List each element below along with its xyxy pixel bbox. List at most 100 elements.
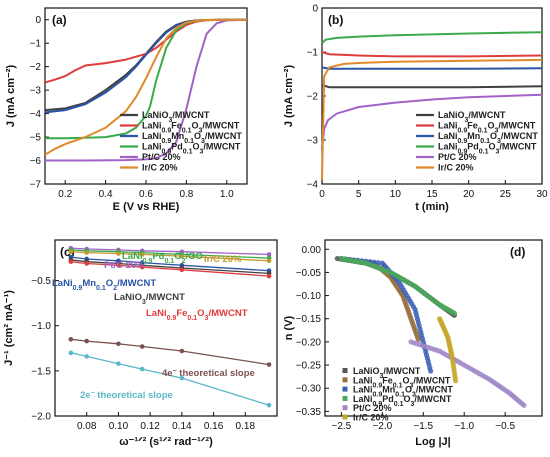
data-point	[375, 260, 381, 266]
y-tick-label: −1	[30, 39, 42, 50]
data-point	[428, 368, 434, 374]
legend-marker	[342, 405, 348, 411]
annotation-label: LaNi0.9Mn0.1O2/MWCNT	[52, 278, 156, 292]
plot-frame	[324, 239, 543, 417]
series-line-1	[44, 18, 247, 84]
legend-label: LaNi0.9Pd0.1O3/MWCNT	[353, 394, 452, 408]
legend-label: LaNiO3/MWCNT	[353, 366, 421, 380]
legend-label: LaNiO3/MWCNT	[438, 110, 506, 124]
y-tick-label: −7	[30, 180, 42, 191]
legend-label: LaNi0.9Mn0.1O3/MWCNT	[438, 131, 538, 145]
y-axis-label: J (mA cm⁻²)	[5, 65, 17, 128]
x-tick-label: −1.0	[454, 421, 474, 432]
series-line-0	[321, 84, 543, 89]
legend: LaNiO3/MWCNTLaNi0.9Fe0.1O3/MWCNTLaNi0.9M…	[342, 366, 453, 423]
y-tick-label: 0.00	[302, 245, 322, 256]
x-tick-label: −0.5	[495, 421, 515, 432]
panel-b: 0 5 10 15 20 25 30 −4 −3 −2 −1 0 t (min) J (mA cm⁻²) (…	[283, 4, 548, 214]
x-axis-label: E (V vs RHE)	[113, 201, 180, 213]
annotation-label: 2e− theoretical slope	[80, 390, 173, 402]
data-point	[84, 250, 90, 255]
x-tick-label: 10	[390, 189, 402, 200]
data-point	[84, 354, 90, 359]
data-point	[179, 348, 185, 354]
x-tick-label: 5	[356, 189, 362, 200]
y-tick-label: −1	[307, 48, 319, 59]
y-axis-label: n (V)	[283, 315, 295, 340]
annotation-label: LaNi0.9Fe0.1O3/MWCNT	[146, 308, 248, 322]
y-tick-label: −4	[307, 180, 319, 191]
legend-label: LaNi0.9Mn0.1O3/MWCNT	[353, 385, 453, 399]
x-tick-label: −1.5	[413, 421, 433, 432]
annotation-label: LaNi0.9Pd0.1O2/GO	[122, 251, 203, 265]
data-point	[266, 273, 272, 279]
y-tick-label: −0.15	[296, 314, 322, 325]
y-tick-label: −2	[307, 92, 319, 103]
data-point	[453, 378, 459, 384]
legend-label: Ir/C 20%	[438, 163, 474, 173]
y-tick-label: −0.30	[296, 384, 322, 395]
data-point	[139, 366, 145, 372]
x-tick-label: 30	[536, 189, 548, 200]
fit-line-6	[70, 338, 270, 366]
fit-line-2	[70, 251, 270, 262]
x-tick-label: 0.4	[99, 189, 113, 200]
data-point	[139, 264, 145, 270]
fit-line-5	[70, 261, 270, 277]
legend-marker	[342, 377, 348, 383]
y-tick-label: −0.20	[296, 337, 322, 348]
x-tick-label: 20	[463, 189, 475, 200]
annotation-label: LaNiO3/MWCNT	[114, 292, 185, 306]
series-line-2	[321, 66, 543, 70]
x-tick-label: 15	[426, 189, 438, 200]
y-tick-label: −3	[307, 136, 319, 147]
plot-frame	[54, 239, 278, 417]
y-tick-label: −0.35	[296, 407, 322, 418]
y-tick-label: −1.5	[31, 366, 51, 377]
x-axis-label: t (min)	[415, 201, 449, 213]
legend-label: LaNi0.9Pd0.1O3/MWCNT	[438, 142, 537, 156]
x-tick-label: 0.16	[204, 421, 224, 432]
legend-marker	[342, 386, 348, 392]
panel-letter: (d)	[510, 245, 525, 259]
x-tick-label: 0.6	[139, 189, 153, 200]
legend: LaNiO3/MWCNTLaNi0.9Fe0.1O3/MWCNTLaNi0.9M…	[416, 110, 538, 173]
legend-label: Pt/C 20%	[353, 403, 392, 413]
fit-line-4	[70, 259, 270, 275]
panel-letter: (a)	[52, 13, 67, 27]
fit-line-7	[70, 352, 270, 406]
y-tick-label: −5	[30, 133, 42, 144]
data-point	[68, 249, 74, 255]
data-point	[84, 338, 90, 344]
data-point	[116, 341, 121, 347]
series-line-2	[44, 18, 247, 114]
data-point	[68, 336, 74, 342]
legend-label: LaNi0.9Fe0.1O3/MWCNT	[438, 121, 536, 135]
y-tick-label: −0.5	[31, 276, 51, 287]
panel-d: −2.5 −2.0 −1.5 −1.0 −0.5 −0.35 −0.30 −0.25 −0.20…	[283, 239, 543, 448]
legend: LaNiO3/MWCNTLaNi0.9Fe0.1O3/MWCNTLaNi0.9M…	[120, 110, 242, 173]
y-tick-label: −4	[30, 109, 42, 120]
data-point	[451, 310, 457, 316]
data-point	[266, 402, 272, 408]
data-point	[116, 361, 121, 366]
y-tick-label: 0	[312, 4, 318, 15]
data-point	[179, 267, 185, 273]
x-tick-label: 0	[319, 189, 325, 200]
y-tick-label: −2.0	[31, 412, 51, 423]
fit-line-1	[70, 249, 270, 259]
legend-marker	[342, 414, 348, 420]
legend-label: Ir/C 20%	[142, 163, 178, 173]
y-axis-label: J⁻¹ (cm² mA⁻¹)	[3, 290, 15, 366]
legend-label: Pt/C 20%	[142, 152, 181, 162]
legend-label: LaNi0.9Fe0.1O3/MWCNT	[353, 375, 451, 389]
data-point	[116, 262, 121, 268]
annotation-label: Pt/C 20%	[104, 260, 145, 271]
x-axis-label: ω⁻¹ᐟ² (s¹ᐟ² rad⁻¹ᐟ²)	[119, 436, 213, 448]
series-line-1	[321, 51, 543, 58]
annotation-label: Ir/C 20%	[204, 254, 242, 265]
y-tick-label: −6	[30, 156, 42, 167]
x-tick-label: 0.8	[179, 189, 193, 200]
x-tick-label: 0.10	[109, 421, 129, 432]
